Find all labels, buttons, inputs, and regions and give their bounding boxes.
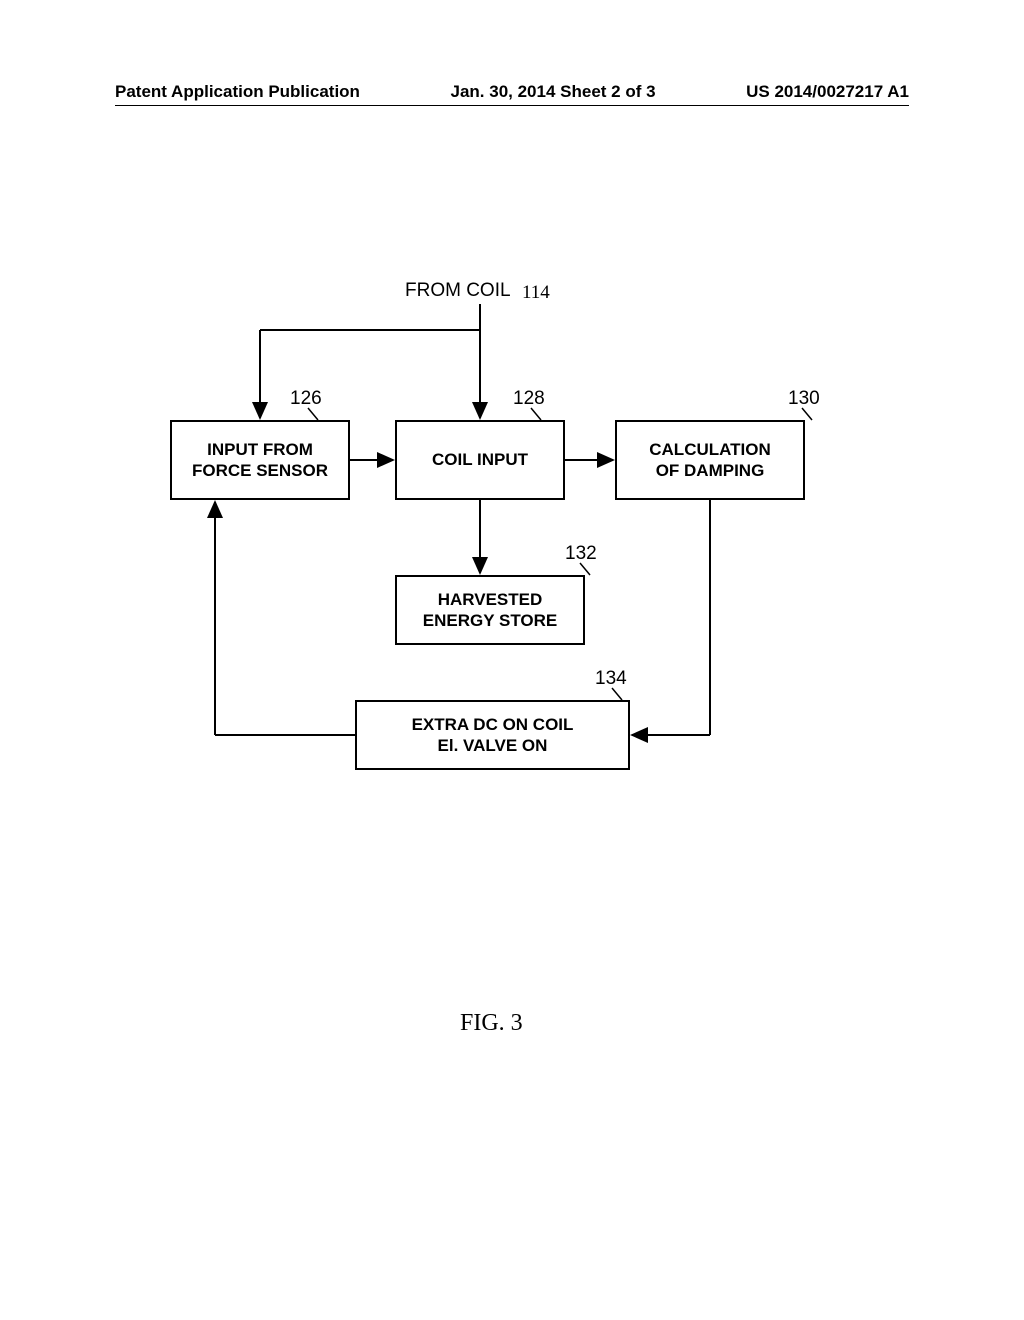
page-header: Patent Application Publication Jan. 30, … [0,82,1024,102]
header-center: Jan. 30, 2014 Sheet 2 of 3 [451,82,656,102]
diagram-fig3: FROM COIL 114 INPUT FROMFORCE SENSOR COI… [140,280,890,860]
header-left: Patent Application Publication [115,82,360,102]
header-rule [115,105,909,106]
diagram-arrows [140,280,890,860]
figure-label: FIG. 3 [460,1010,523,1037]
header-right: US 2014/0027217 A1 [746,82,909,102]
